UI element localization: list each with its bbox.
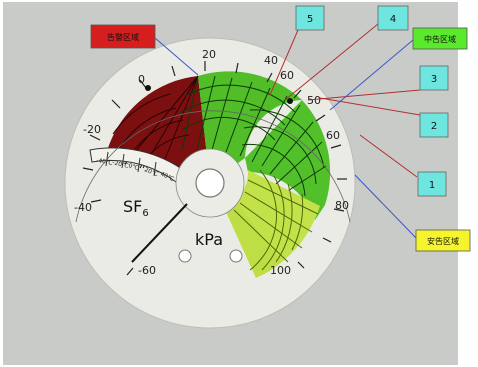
label-red-text: 告警区域	[107, 32, 139, 42]
label-yellow-text: 安告区域	[427, 236, 459, 246]
scale-label-20: 20	[202, 48, 216, 61]
label-green-text: 中告区域	[424, 34, 456, 44]
needle-line	[131, 203, 188, 263]
svg-text:4: 4	[390, 14, 396, 25]
right-margin	[458, 2, 478, 365]
label-yellow-zone: 安告区域	[415, 229, 471, 252]
yellow-zone	[226, 169, 320, 278]
scale-ticks	[75, 61, 351, 276]
center-hub	[131, 148, 245, 263]
scale-label-0: 0	[138, 73, 145, 86]
green-zone	[179, 71, 331, 220]
callouts: 5 4 3 2 1	[295, 5, 449, 197]
leader-lines-blue	[154, 37, 419, 241]
scale-label-upper-60: 60	[280, 69, 294, 82]
gas-label: SF6	[123, 197, 149, 219]
marker-red	[145, 85, 151, 91]
callout-4: 4	[377, 5, 409, 31]
unit-label: kPa	[195, 230, 223, 249]
scale-label--60: -60	[138, 264, 156, 277]
scale-label-60: 60	[326, 129, 340, 142]
svg-text:5: 5	[307, 14, 313, 25]
marker-green	[287, 98, 293, 104]
scale-label-80: 80	[335, 199, 349, 212]
scale-label--40: -40	[74, 201, 92, 214]
scale-labels: -60 -40 -20 0 20 40 60 80 100 60 50	[74, 48, 349, 277]
temp-label-1: -20℃	[112, 159, 130, 170]
label-green-zone: 中告区域	[412, 27, 468, 50]
scale-label-50: 50	[307, 94, 321, 107]
scale-label-40: 40	[264, 54, 278, 67]
callout-3: 3	[419, 65, 449, 91]
svg-text:2: 2	[431, 121, 437, 132]
svg-text:1: 1	[429, 180, 435, 191]
scale-label--20: -20	[83, 123, 101, 136]
callout-1: 1	[417, 171, 447, 197]
scale-label-100: 100	[270, 264, 291, 277]
temp-label-2: 0℃	[127, 162, 139, 172]
svg-text:3: 3	[431, 74, 437, 85]
callout-2: 2	[419, 112, 449, 138]
label-red-zone: 告警区域	[90, 24, 156, 49]
callout-5: 5	[295, 5, 325, 31]
temp-label-3: 20℃	[143, 166, 159, 178]
